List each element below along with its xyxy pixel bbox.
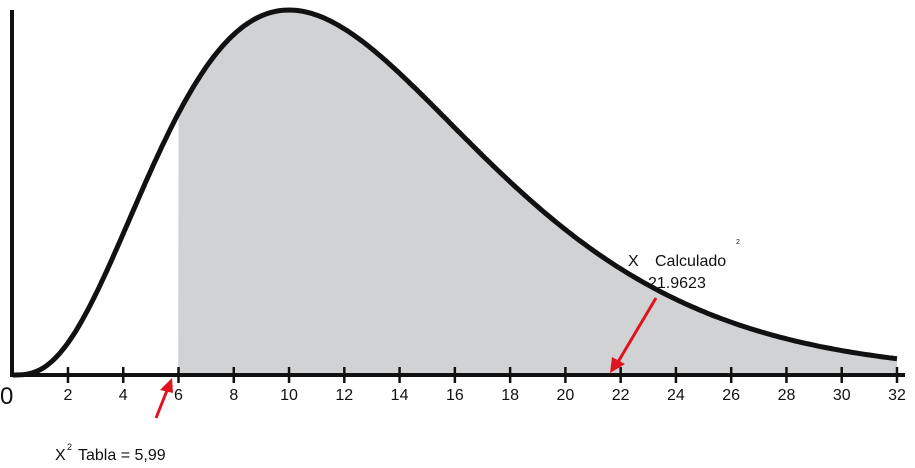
x-tick-label: 6 bbox=[174, 387, 183, 404]
calc-superscript: 2 bbox=[736, 239, 740, 246]
x-tick-label: 26 bbox=[722, 387, 740, 404]
arrow-calculated bbox=[616, 297, 658, 363]
ticks: 0 2 4 6 8 10 12 14 16 18 20 22 24 26 28 30 32 bbox=[0, 367, 906, 410]
table-symbol: X bbox=[55, 447, 66, 464]
x-tick-label: 14 bbox=[391, 387, 409, 404]
x-tick-label: 4 bbox=[119, 387, 128, 404]
x-tick-label: 32 bbox=[888, 387, 906, 404]
x-tick-label: 22 bbox=[612, 387, 630, 404]
arrow-table bbox=[154, 387, 170, 419]
x-tick-label: 20 bbox=[556, 387, 574, 404]
calc-symbol: X bbox=[628, 253, 639, 270]
x-tick-label: 10 bbox=[280, 387, 298, 404]
x-tick-label: 16 bbox=[446, 387, 464, 404]
x-tick-label: 24 bbox=[667, 387, 685, 404]
x-tick-label: 8 bbox=[229, 387, 238, 404]
x-tick-label: 0 bbox=[0, 383, 13, 410]
density-curve bbox=[12, 7, 898, 378]
calc-label: Calculado bbox=[655, 253, 726, 270]
arrow-head bbox=[610, 357, 625, 373]
table-text: Tabla = 5,99 bbox=[78, 447, 166, 464]
calc-value: 21.9623 bbox=[648, 275, 706, 292]
x-tick-label: 30 bbox=[833, 387, 851, 404]
x-tick-label: 28 bbox=[778, 387, 796, 404]
shaded-region bbox=[178, 10, 897, 375]
x-tick-label: 2 bbox=[64, 387, 73, 404]
arrow-head bbox=[160, 378, 173, 393]
x-tick-label: 18 bbox=[501, 387, 519, 404]
x-tick-label: 12 bbox=[335, 387, 353, 404]
table-superscript: 2 bbox=[67, 442, 72, 452]
